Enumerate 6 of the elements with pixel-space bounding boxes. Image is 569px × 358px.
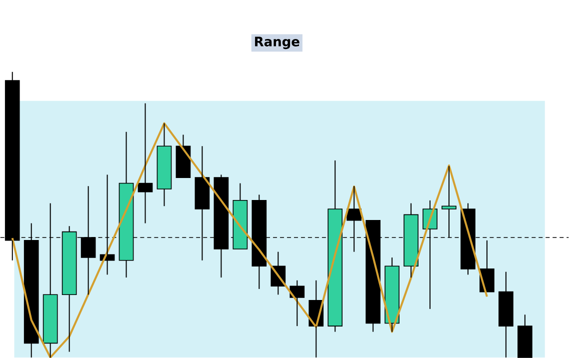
candlestick (290, 280, 305, 326)
candlestick (498, 271, 514, 358)
candlestick (384, 256, 400, 332)
candlestick (138, 102, 153, 224)
candlestick (156, 122, 172, 206)
chart-title: Range (255, 36, 300, 49)
